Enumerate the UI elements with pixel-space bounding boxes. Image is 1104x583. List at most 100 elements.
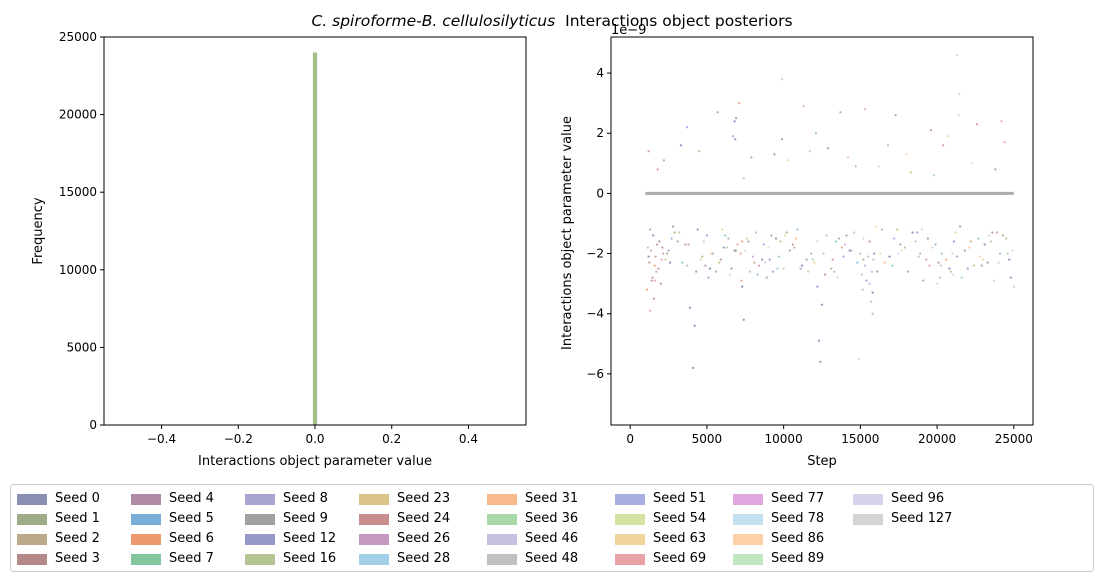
histogram-x-label: Interactions object parameter value xyxy=(198,454,432,469)
scatter-point xyxy=(865,279,868,282)
scatter-point xyxy=(982,258,985,261)
legend-swatch xyxy=(615,514,645,525)
legend-swatch xyxy=(615,534,645,545)
histogram-bar-0 xyxy=(312,52,318,426)
scatter-point xyxy=(722,246,725,249)
scatter-point xyxy=(672,225,675,228)
scatter-y-tick-label: 4 xyxy=(596,66,604,80)
scatter-point xyxy=(679,144,682,147)
scatter-point xyxy=(940,252,943,255)
histogram-y-tick-label: 15000 xyxy=(59,185,97,199)
figure-title: C. spiroforme-B. cellulosilyticus Intera… xyxy=(311,12,792,30)
scatter-point xyxy=(946,135,949,138)
scatter-point xyxy=(839,111,842,114)
scatter-point xyxy=(649,249,652,252)
scatter-point xyxy=(916,231,919,234)
scatter-point xyxy=(896,228,899,231)
scatter-point xyxy=(997,261,1000,264)
scatter-y-tick-label: 0 xyxy=(596,186,604,200)
scatter-point xyxy=(929,129,933,132)
scatter-point xyxy=(877,165,880,168)
scatter-point xyxy=(862,258,865,261)
scatter-point xyxy=(954,231,957,234)
scatter-point xyxy=(742,318,745,321)
scatter-point xyxy=(876,270,879,273)
legend-label: Seed 89 xyxy=(771,551,825,566)
legend-label: Seed 36 xyxy=(525,511,579,526)
scatter-point xyxy=(978,255,982,258)
scatter-point xyxy=(782,267,785,270)
scatter-point xyxy=(971,162,974,165)
scatter-point xyxy=(888,255,891,258)
scatter-point xyxy=(750,156,753,159)
scatter-point xyxy=(823,273,827,276)
scatter-point xyxy=(716,111,719,114)
scatter-point xyxy=(791,243,794,246)
scatter-point xyxy=(661,246,664,249)
scatter-point xyxy=(739,252,742,255)
legend-label: Seed 54 xyxy=(653,511,707,526)
scatter-point xyxy=(707,276,710,279)
histogram-bars xyxy=(312,52,318,426)
scatter-point xyxy=(794,237,798,240)
scatter-point xyxy=(853,231,856,234)
scatter-point xyxy=(868,282,871,285)
scatter-point xyxy=(788,249,791,252)
scatter-point xyxy=(767,246,770,249)
scatter-point xyxy=(917,255,920,258)
scatter-point xyxy=(1009,276,1012,279)
legend-label: Seed 63 xyxy=(653,531,707,546)
legend-label: Seed 3 xyxy=(55,551,100,566)
legend-swatch xyxy=(487,554,517,565)
scatter-point xyxy=(931,246,934,249)
scatter-point xyxy=(942,144,945,147)
figure-title-rest: Interactions object posteriors xyxy=(565,12,792,30)
scatter-point xyxy=(653,264,656,267)
scatter-point xyxy=(762,243,765,246)
scatter-point xyxy=(988,234,991,237)
scatter-point xyxy=(660,258,663,261)
scatter-point xyxy=(761,258,764,261)
legend-label: Seed 7 xyxy=(169,551,214,566)
scatter-point xyxy=(820,303,824,306)
scatter-point xyxy=(854,165,857,168)
scatter-point xyxy=(880,228,883,231)
scatter-point xyxy=(799,267,802,270)
scatter-point xyxy=(779,240,782,243)
legend-label: Seed 77 xyxy=(771,491,825,506)
legend-swatch xyxy=(487,534,517,545)
scatter-point xyxy=(919,252,922,255)
scatter-point xyxy=(840,246,844,249)
scatter-point xyxy=(734,249,738,252)
legend-swatch xyxy=(245,514,275,525)
scatter-point xyxy=(764,261,767,264)
scatter-point xyxy=(1006,252,1009,255)
scatter-point xyxy=(811,258,814,261)
scatter-point xyxy=(655,270,658,273)
scatter-point xyxy=(939,276,942,279)
scatter-point xyxy=(968,246,971,249)
legend-swatch xyxy=(733,554,763,565)
scatter-point xyxy=(664,258,667,261)
legend-label: Seed 127 xyxy=(891,511,953,526)
scatter-point xyxy=(681,261,684,264)
scatter-point xyxy=(807,270,810,273)
legend-label: Seed 24 xyxy=(397,511,451,526)
legend-label: Seed 78 xyxy=(771,511,825,526)
scatter-point xyxy=(932,174,936,177)
scatter-point xyxy=(842,255,845,258)
scatter-point xyxy=(802,105,805,108)
scatter-point xyxy=(831,258,834,261)
scatter-point xyxy=(817,339,821,342)
scatter-point xyxy=(866,255,870,258)
scatter-point xyxy=(861,288,864,291)
legend-label: Seed 2 xyxy=(55,531,100,546)
scatter-x-tick-label: 25000 xyxy=(995,432,1033,446)
scatter-point xyxy=(649,228,652,231)
scatter-point xyxy=(886,144,890,147)
scatter-point xyxy=(810,252,813,255)
scatter-point xyxy=(724,234,727,237)
scatter-point xyxy=(787,159,790,162)
scatter-point xyxy=(781,78,784,81)
scatter-point xyxy=(986,261,989,264)
